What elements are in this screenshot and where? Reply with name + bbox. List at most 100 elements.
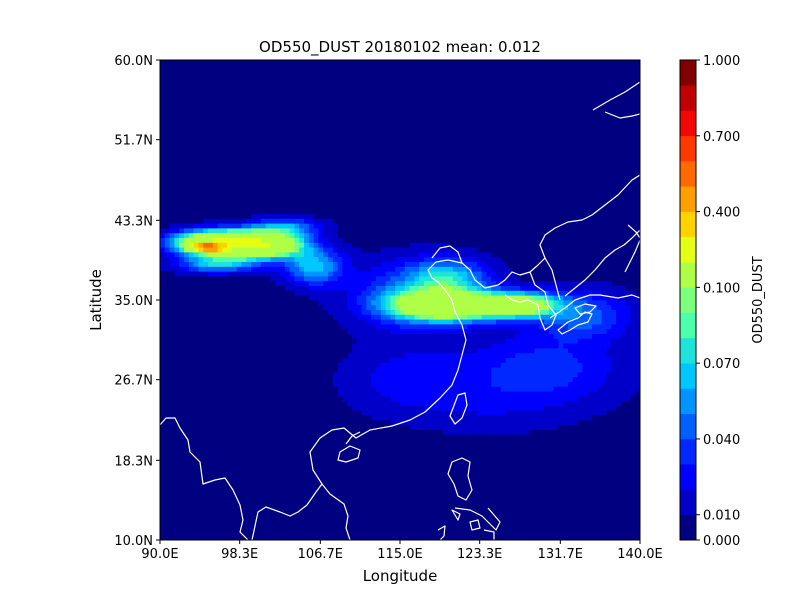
heatmap-cell <box>188 112 194 118</box>
heatmap-cell <box>198 372 204 378</box>
heatmap-cell <box>212 204 218 210</box>
heatmap-cell <box>356 165 362 171</box>
heatmap-cell <box>395 160 401 166</box>
heatmap-cell <box>227 223 233 229</box>
heatmap-cell <box>308 487 314 493</box>
heatmap-cell <box>376 189 382 195</box>
heatmap-cell <box>217 386 223 392</box>
heatmap-cell <box>222 127 228 133</box>
heatmap-cell <box>222 276 228 282</box>
heatmap-cell <box>275 530 281 536</box>
heatmap-cell <box>299 487 305 493</box>
heatmap-cell <box>217 261 223 267</box>
heatmap-cell <box>236 424 242 430</box>
heatmap-cell <box>246 256 252 262</box>
heatmap-cell <box>174 362 180 368</box>
heatmap-cell <box>241 362 247 368</box>
heatmap-cell <box>299 357 305 363</box>
heatmap-cell <box>169 228 175 234</box>
heatmap-cell <box>222 328 228 334</box>
heatmap-cell <box>174 396 180 402</box>
heatmap-cell <box>236 319 242 325</box>
heatmap-cell <box>347 122 353 128</box>
heatmap-cell <box>366 496 372 502</box>
heatmap-cell <box>236 93 242 99</box>
heatmap-cell <box>337 242 343 248</box>
heatmap-cell <box>236 525 242 531</box>
heatmap-cell <box>385 285 391 291</box>
heatmap-cell <box>376 290 382 296</box>
heatmap-cell <box>280 165 286 171</box>
heatmap-cell <box>160 256 166 262</box>
heatmap-cell <box>275 338 281 344</box>
heatmap-cell <box>366 300 372 306</box>
heatmap-cell <box>169 280 175 286</box>
heatmap-cell <box>289 511 295 517</box>
heatmap-cell <box>313 112 319 118</box>
heatmap-cell <box>270 501 276 507</box>
heatmap-cell <box>280 501 286 507</box>
heatmap-cell <box>332 506 338 512</box>
heatmap-cell <box>222 477 228 483</box>
heatmap-cell <box>347 151 353 157</box>
heatmap-cell <box>222 295 228 301</box>
heatmap-cell <box>270 420 276 426</box>
heatmap-cell <box>304 69 310 75</box>
heatmap-cell <box>222 247 228 253</box>
heatmap-cell <box>284 386 290 392</box>
heatmap-cell <box>212 444 218 450</box>
heatmap-cell <box>251 501 257 507</box>
heatmap-cell <box>275 271 281 277</box>
heatmap-cell <box>304 280 310 286</box>
heatmap-cell <box>275 108 281 114</box>
heatmap-cell <box>390 463 396 469</box>
heatmap-cell <box>169 156 175 162</box>
heatmap-cell <box>217 453 223 459</box>
heatmap-cell <box>212 252 218 258</box>
heatmap-cell <box>289 391 295 397</box>
heatmap-cell <box>265 295 271 301</box>
heatmap-cell <box>294 477 300 483</box>
heatmap-cell <box>203 266 209 272</box>
heatmap-cell <box>188 396 194 402</box>
heatmap-cell <box>203 285 209 291</box>
heatmap-cell <box>352 180 358 186</box>
heatmap-cell <box>304 506 310 512</box>
heatmap-cell <box>304 132 310 138</box>
heatmap-cell <box>251 213 257 219</box>
heatmap-cell <box>395 208 401 214</box>
heatmap-cell <box>337 496 343 502</box>
heatmap-cell <box>332 117 338 123</box>
heatmap-cell <box>222 439 228 445</box>
heatmap-cell <box>308 314 314 320</box>
heatmap-cell <box>241 84 247 90</box>
heatmap-cell <box>241 103 247 109</box>
heatmap-cell <box>332 535 338 540</box>
heatmap-cell <box>337 84 343 90</box>
heatmap-cell <box>217 184 223 190</box>
heatmap-cell <box>222 396 228 402</box>
heatmap-cell <box>169 122 175 128</box>
heatmap-cell <box>352 276 358 282</box>
heatmap-cell <box>212 136 218 142</box>
heatmap-cell <box>164 252 170 258</box>
heatmap-cell <box>390 88 396 94</box>
heatmap-cell <box>212 146 218 152</box>
heatmap-cell <box>251 295 257 301</box>
heatmap-cell <box>169 247 175 253</box>
heatmap-cell <box>217 468 223 474</box>
heatmap-cell <box>284 415 290 421</box>
heatmap-cell <box>265 448 271 454</box>
heatmap-cell <box>323 415 329 421</box>
heatmap-cell <box>232 468 238 474</box>
heatmap-cell <box>212 448 218 454</box>
heatmap-cell <box>313 434 319 440</box>
heatmap-cell <box>241 204 247 210</box>
heatmap-cell <box>337 487 343 493</box>
heatmap-cell <box>328 357 334 363</box>
heatmap-cell <box>222 352 228 358</box>
heatmap-cell <box>356 69 362 75</box>
heatmap-cell <box>203 242 209 248</box>
heatmap-cell <box>361 151 367 157</box>
heatmap-cell <box>208 127 214 133</box>
